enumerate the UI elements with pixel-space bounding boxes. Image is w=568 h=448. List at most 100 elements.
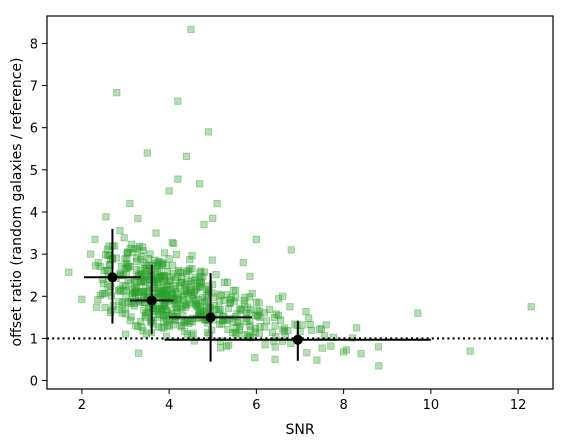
scatter-point [175,266,183,275]
scatter-point [164,322,172,330]
scatter-point [225,341,233,349]
scatter-point [144,255,153,263]
scatter-point [159,288,167,296]
scatter-point [189,291,197,299]
scatter-point [168,295,176,303]
scatter-point [181,318,189,326]
scatter-point [256,313,264,322]
scatter-point [217,291,225,300]
scatter-point [101,303,109,312]
scatter-point [103,266,111,274]
scatter-point [149,304,157,313]
scatter-point [164,282,172,290]
scatter-point [123,260,131,268]
scatter-point [167,273,175,281]
scatter-point [149,306,157,314]
scatter-point [182,286,190,294]
scatter-point [232,324,240,332]
scatter-point [357,350,365,358]
scatter-point [139,247,147,255]
scatter-point [216,305,224,314]
scatter-point [155,310,163,319]
scatter-point [243,318,251,326]
scatter-point [133,283,141,291]
scatter-point [116,285,124,293]
scatter-point [174,289,182,298]
scatter-point [255,299,263,307]
scatter-point [171,312,180,320]
scatter-point [128,240,136,248]
scatter-point [271,322,279,330]
scatter-point [197,283,205,291]
scatter-point [122,310,130,318]
scatter-point [123,255,131,263]
scatter-point [204,128,212,136]
scatter-point [131,287,139,295]
scatter-point [133,283,141,292]
scatter-point [126,317,134,325]
scatter-point [140,292,148,300]
scatter-point [374,343,383,351]
scatter-point [166,277,174,285]
x-tick-label: 4 [165,398,173,413]
scatter-point [124,248,132,256]
scatter-point [94,259,102,267]
scatter-point [246,322,254,330]
scatter-point [131,245,139,253]
scatter-point [116,287,124,296]
scatter-point [146,284,154,293]
scatter-point [165,255,173,263]
scatter-point [233,318,241,326]
scatter-point [180,287,189,296]
scatter-point [196,277,204,286]
scatter-point [182,280,190,288]
scatter-point [229,286,238,295]
scatter-point [196,269,204,277]
scatter-point [194,295,202,304]
scatter-point [121,255,129,263]
scatter-point [174,273,182,281]
scatter-point [128,289,136,298]
scatter-point [220,278,229,287]
scatter-point [180,318,188,327]
scatter-point [242,309,250,317]
scatter-point [270,337,278,345]
scatter-point [200,221,208,229]
binned-point [292,334,303,345]
scatter-point [140,273,149,281]
scatter-point [219,312,228,320]
scatter-point [115,298,123,306]
scatter-point [146,262,154,270]
scatter-point [287,246,295,254]
scatter-point [194,302,202,310]
y-tick-label: 1 [30,332,38,347]
scatter-point [96,262,104,271]
scatter-point [114,306,123,314]
y-tick-label: 0 [30,375,38,390]
scatter-point [233,310,241,318]
scatter-point [327,342,335,350]
scatter-point [173,304,182,312]
scatter-point [157,287,165,295]
scatter-point [166,315,174,323]
scatter-point [129,248,137,256]
scatter-point [227,295,235,304]
scatter-point [124,262,132,270]
scatter-point [271,313,279,322]
scatter-point [284,327,292,335]
scatter-point [189,329,197,337]
scatter-point [232,330,240,338]
scatter-point [137,278,145,286]
scatter-point [177,323,185,331]
scatter-point [126,244,134,253]
scatter-point [174,268,182,276]
scatter-point [170,300,178,308]
scatter-point [183,317,192,325]
scatter-point [130,302,138,310]
scatter-point [139,327,147,335]
scatter-point [215,298,224,306]
scatter-point [154,289,163,298]
scatter-point [236,304,244,313]
scatter-point [178,279,186,287]
scatter-point [183,330,192,338]
